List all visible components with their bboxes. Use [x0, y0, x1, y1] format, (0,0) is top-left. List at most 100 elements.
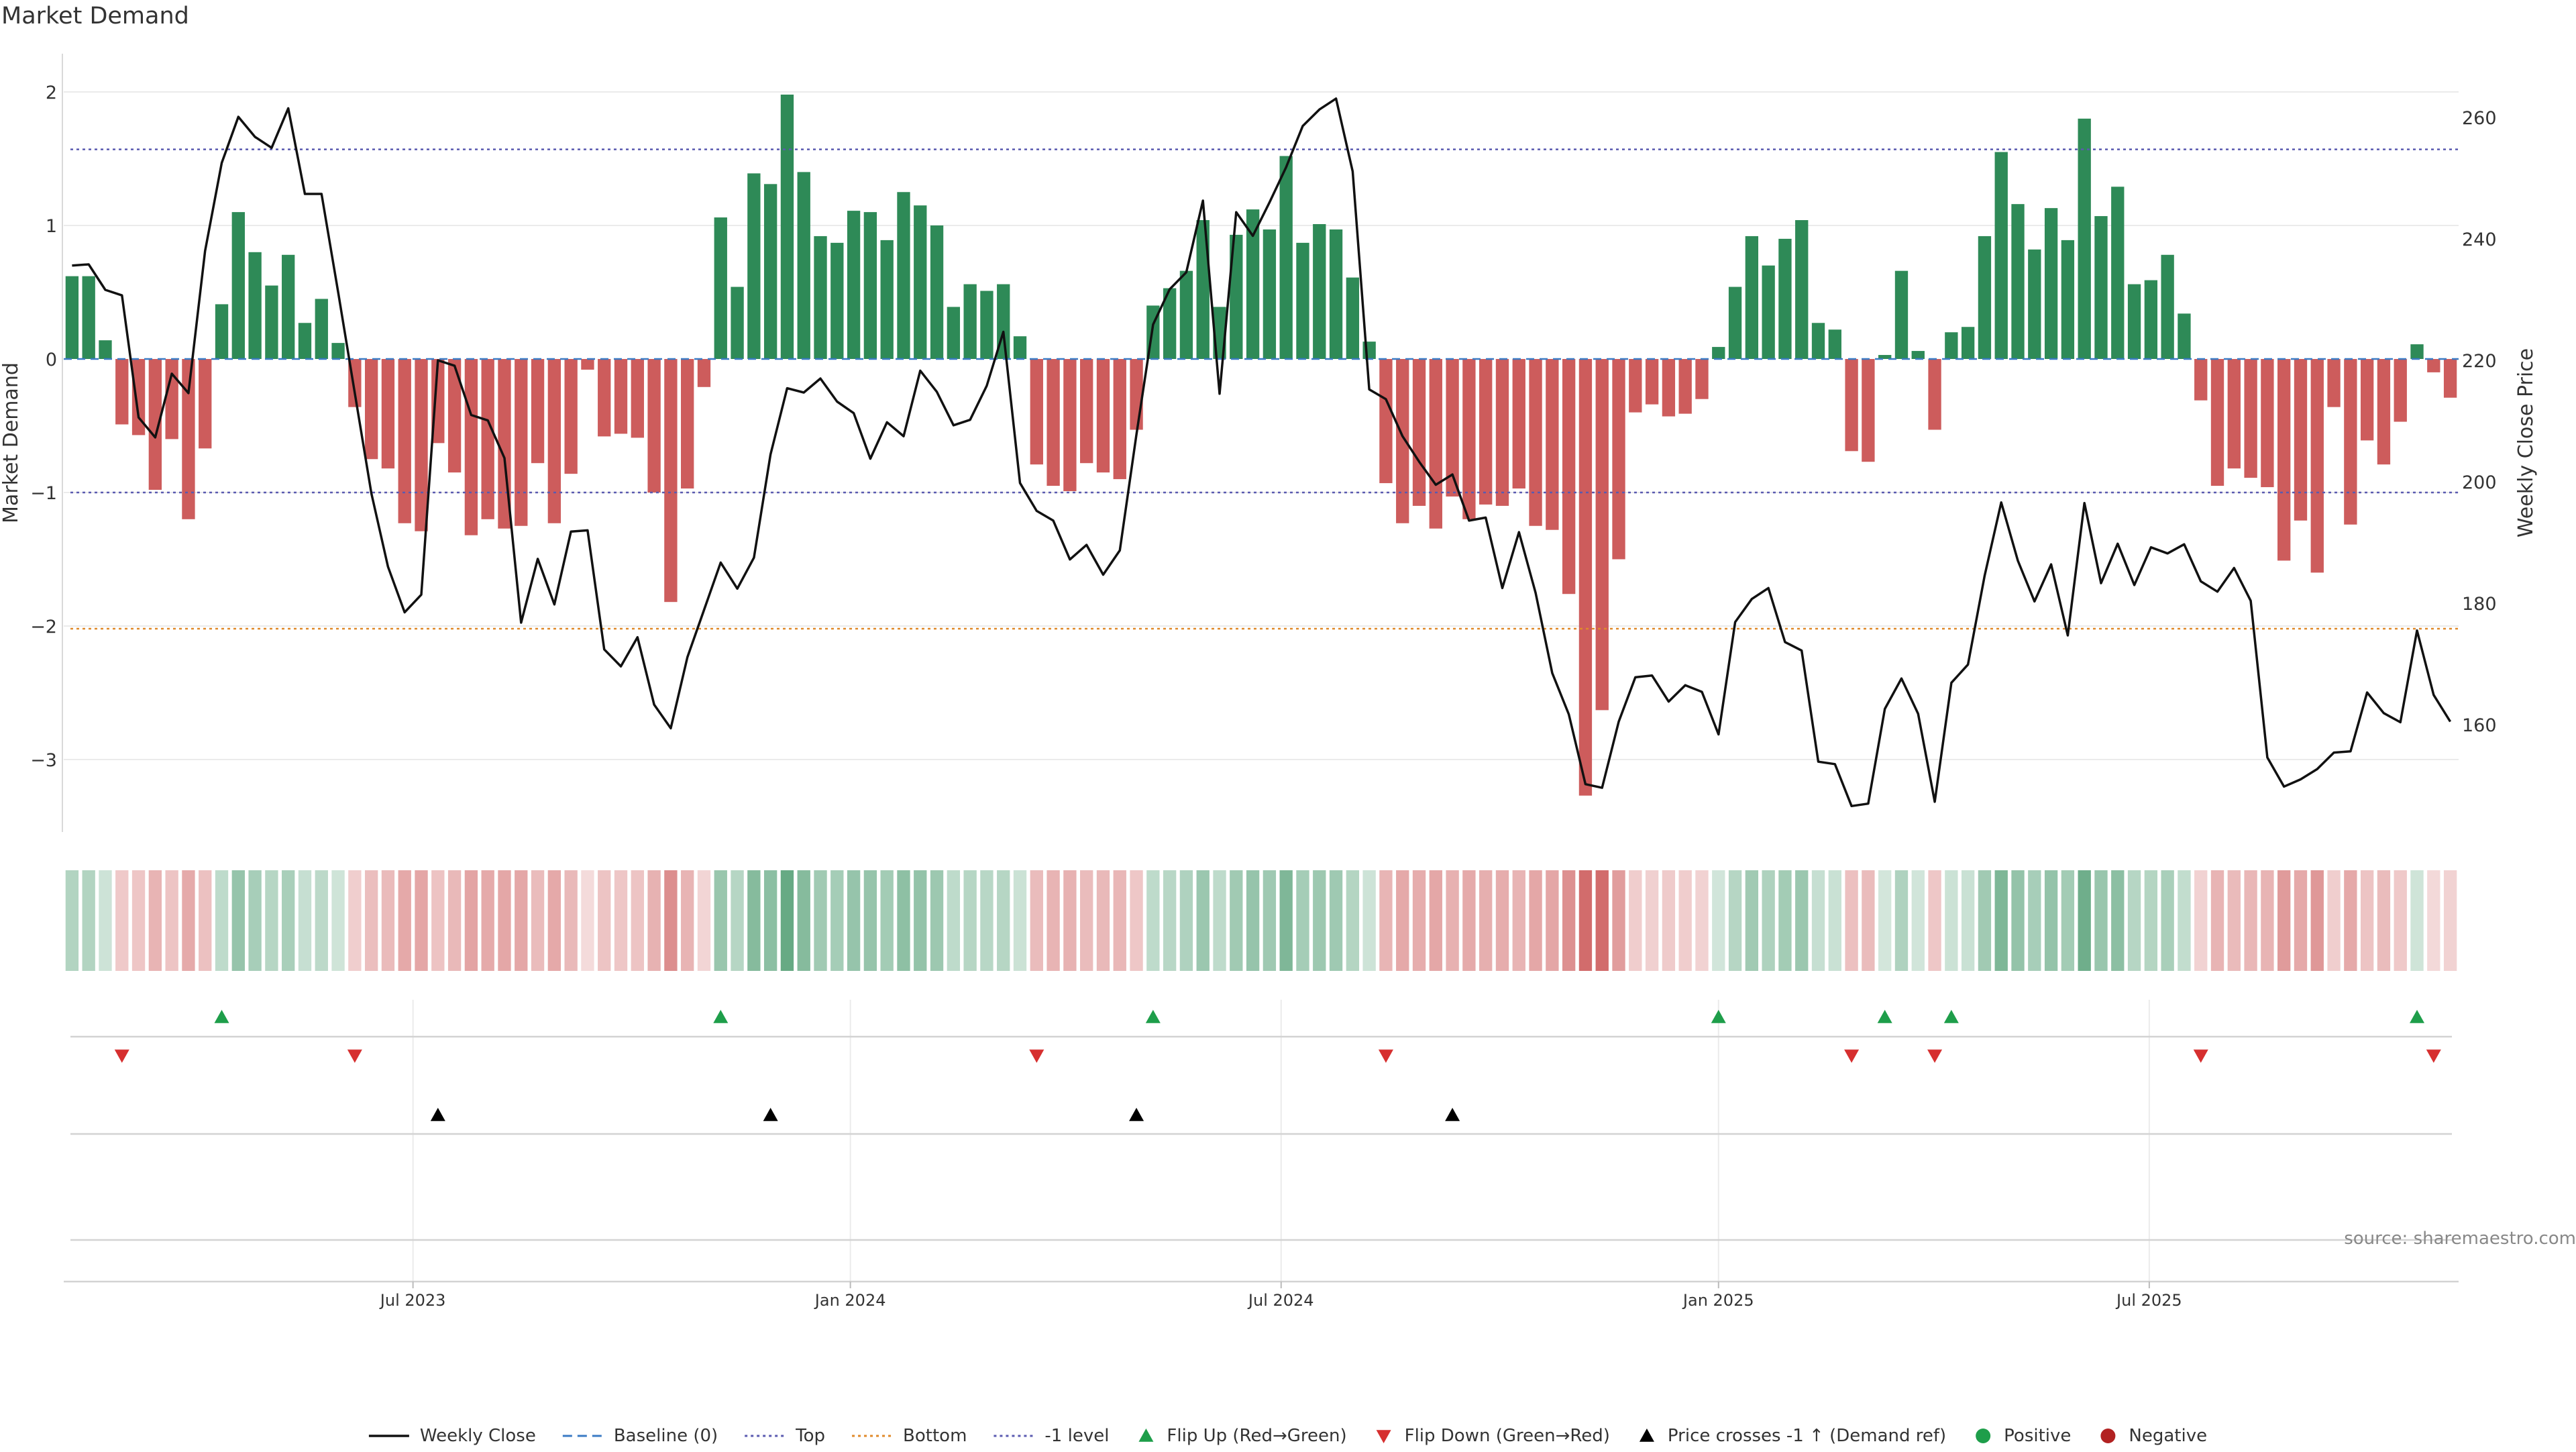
heatmap-cell — [1013, 870, 1027, 971]
flip-down-marker — [347, 1049, 362, 1063]
heatmap-cell — [2360, 870, 2374, 971]
heatmap-cell — [697, 870, 711, 971]
bar-positive — [2011, 204, 2025, 359]
heatmap-cell — [1279, 870, 1293, 971]
heatmap-cell — [1096, 870, 1110, 971]
bar-positive — [1945, 332, 1958, 359]
chart-title: Market Demand — [1, 3, 189, 30]
flip-up-marker — [1145, 1010, 1161, 1023]
heatmap-cell — [897, 870, 910, 971]
bar-positive — [1196, 220, 1210, 359]
bar-negative — [1562, 359, 1576, 594]
heatmap-cell — [863, 870, 877, 971]
legend-item: -1 level — [994, 1426, 1109, 1446]
heatmap-cell — [447, 870, 462, 971]
legend-item: Bottom — [852, 1426, 967, 1446]
bar-negative — [1495, 359, 1509, 506]
bar-negative — [1662, 359, 1676, 417]
bar-positive — [331, 343, 345, 359]
heatmap-cell — [1928, 870, 1941, 971]
y-right-tick-label: 200 — [2462, 472, 2497, 493]
heatmap-cell — [714, 870, 727, 971]
heatmap-cell — [1213, 870, 1226, 971]
heatmap-cell — [1978, 870, 1992, 971]
flip-down-marker — [2193, 1049, 2208, 1063]
heatmap-cell — [980, 870, 994, 971]
heatmap-cell — [547, 870, 561, 971]
heatmap-cell — [1845, 870, 1858, 971]
bar-negative — [1695, 359, 1709, 399]
heatmap-cell — [1994, 870, 2008, 971]
bar-negative — [182, 359, 195, 519]
bar-positive — [747, 173, 761, 359]
bar-negative — [1063, 359, 1077, 492]
bar-negative — [1379, 359, 1393, 484]
x-tick-label: Jul 2024 — [1247, 1291, 1314, 1310]
bar-positive — [248, 252, 262, 359]
bar-positive — [797, 172, 810, 359]
x-tick-label: Jul 2025 — [2115, 1291, 2182, 1310]
bar-negative — [1030, 359, 1043, 465]
bar-negative — [515, 359, 528, 526]
bar-positive — [1263, 229, 1277, 359]
bar-negative — [1462, 359, 1476, 519]
heatmap-cell — [1728, 870, 1742, 971]
bar-positive — [780, 94, 794, 360]
bar-negative — [547, 359, 561, 523]
bar-positive — [1346, 277, 1360, 359]
bar-positive — [1745, 236, 1759, 359]
heatmap-cell — [2094, 870, 2108, 971]
heatmap-cell — [1179, 870, 1193, 971]
bar-positive — [2078, 118, 2091, 360]
heatmap-cell — [2377, 870, 2391, 971]
bar-positive — [1313, 224, 1326, 359]
heatmap-cell — [1063, 870, 1077, 971]
heatmap-cell — [282, 870, 295, 971]
heatmap-cell — [2227, 870, 2241, 971]
heatmap-cell — [515, 870, 528, 971]
bar-negative — [1479, 359, 1493, 505]
legend-swatch-triangle-up — [1138, 1429, 1154, 1442]
heatmap-cell — [1662, 870, 1676, 971]
heatmap-strip — [65, 870, 2457, 971]
heatmap-cell — [1828, 870, 1841, 971]
flip-down-marker — [1927, 1049, 1943, 1063]
flip-up-marker — [1711, 1010, 1726, 1023]
bar-positive — [847, 211, 861, 359]
bar-positive — [215, 304, 229, 359]
bar-positive — [1994, 152, 2008, 360]
bar-negative — [415, 359, 428, 531]
bar-positive — [1728, 287, 1742, 359]
bar-negative — [1046, 359, 1060, 486]
heatmap-cell — [265, 870, 278, 971]
heatmap-cell — [2410, 870, 2424, 971]
legend-swatch-circle — [1976, 1429, 1991, 1443]
heatmap-cell — [531, 870, 545, 971]
reference-lines-layer — [64, 148, 2459, 630]
flip-down-marker — [114, 1049, 129, 1063]
bar-negative — [165, 359, 178, 439]
weekly-close-line — [72, 97, 2452, 808]
legend-item: Flip Up (Red→Green) — [1138, 1426, 1347, 1446]
heatmap-cell — [2344, 870, 2357, 971]
heatmap-cell — [814, 870, 827, 971]
bar-positive — [863, 212, 877, 359]
legend-label: -1 level — [1044, 1426, 1109, 1446]
heatmap-cell — [1745, 870, 1759, 971]
price-cross-marker — [1445, 1108, 1460, 1121]
bar-positive — [1013, 336, 1027, 359]
heatmap-cell — [2028, 870, 2041, 971]
flip-down-marker — [2426, 1049, 2441, 1063]
bar-positive — [963, 284, 977, 359]
y-left-tick-label: −1 — [30, 483, 57, 504]
bar-negative — [2360, 359, 2374, 441]
bar-negative — [681, 359, 694, 489]
bar-positive — [814, 236, 827, 359]
bar-positive — [265, 285, 278, 359]
heatmap-cell — [1080, 870, 1093, 971]
legend-item: Flip Down (Green→Red) — [1376, 1426, 1610, 1446]
y-right-tick-label: 260 — [2462, 108, 2497, 129]
legend-label: Price crosses -1 ↑ (Demand ref) — [1668, 1426, 1946, 1446]
bar-positive — [2044, 208, 2058, 359]
